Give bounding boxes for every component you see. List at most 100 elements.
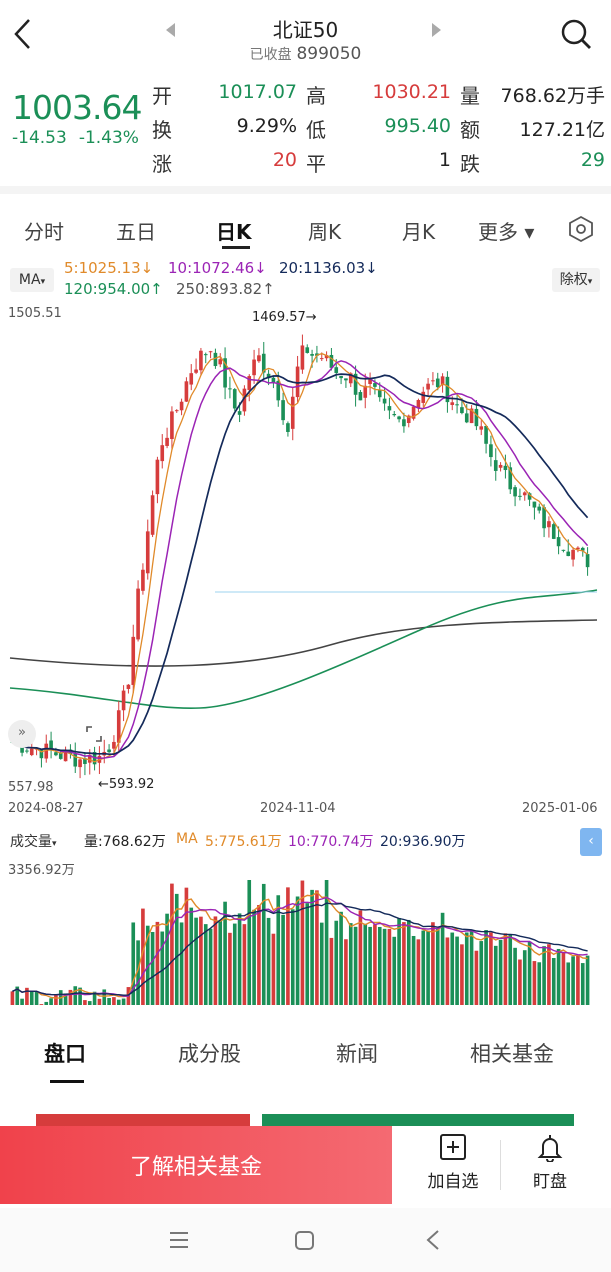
ma-selector[interactable]: MA▾ (10, 268, 54, 292)
related-fund-button[interactable]: 了解相关基金 (0, 1126, 392, 1204)
fullscreen-icon (86, 726, 102, 742)
volume-bar (271, 933, 276, 1005)
volume-bar (232, 923, 237, 1005)
stat-label: 跌 (460, 152, 480, 176)
candle-body (184, 381, 189, 402)
volume-bar (218, 920, 223, 1005)
tab-period[interactable]: 日K (216, 220, 252, 244)
volume-bar (580, 963, 585, 1005)
home-square-icon[interactable] (294, 1230, 316, 1250)
settings-hexagon-icon (569, 215, 593, 243)
next-index-arrow[interactable] (430, 20, 446, 40)
fullscreen-button[interactable] (84, 724, 106, 746)
add-watchlist-button[interactable]: 加自选 (408, 1132, 498, 1192)
ma-line (12, 360, 589, 760)
search-button[interactable] (556, 14, 596, 54)
tab-period[interactable]: 更多 ▾ (478, 220, 535, 244)
volume-chart[interactable] (0, 850, 611, 1010)
ma-selector-label: MA (18, 272, 41, 288)
candle-body (503, 465, 508, 471)
volume-bar (112, 997, 116, 1005)
kline-chart[interactable] (0, 300, 611, 825)
volume-bar (10, 991, 15, 1005)
candle-body (329, 354, 334, 368)
volume-bar (329, 937, 334, 1005)
candle-body (402, 419, 406, 427)
expand-left-button[interactable]: » (8, 720, 36, 748)
candle-body (489, 444, 493, 458)
volume-bar (406, 919, 411, 1005)
volume-bar (542, 946, 546, 1005)
menu-icon[interactable] (168, 1230, 190, 1250)
volume-bar (179, 922, 184, 1005)
back-chevron-icon[interactable] (424, 1229, 442, 1251)
tab-info[interactable]: 新闻 (336, 1042, 378, 1066)
volume-bar (377, 926, 382, 1005)
candle-body (252, 359, 256, 376)
tab-info[interactable]: 成分股 (178, 1042, 241, 1066)
volume-bar (397, 917, 401, 1005)
volume-bar (247, 880, 252, 1005)
volume-bar (83, 1000, 87, 1005)
volume-bar (300, 880, 305, 1005)
tab-period[interactable]: 五日 (116, 220, 156, 244)
page-title: 北证50 (272, 18, 339, 42)
stat-value: 1030.21 (372, 81, 451, 103)
index-code: 899050 (296, 44, 362, 64)
vol-ma10: 10:770.74万 (288, 834, 374, 850)
candle-body (431, 380, 435, 382)
adjust-selector[interactable]: 除权▾ (552, 268, 600, 292)
stat-label: 平 (306, 152, 326, 176)
candle-body (237, 411, 242, 415)
volume-bar (257, 904, 261, 1005)
double-chevron-right-icon: » (18, 725, 26, 740)
volume-bar (503, 933, 508, 1005)
volume-bar (348, 923, 353, 1005)
candle-body (63, 750, 68, 762)
volume-ymax: 3356.92万 (8, 863, 75, 878)
volume-bar (402, 922, 406, 1005)
prev-index-arrow[interactable] (163, 20, 179, 40)
candle-body (39, 749, 44, 759)
back-button[interactable] (6, 14, 40, 54)
candle-body (580, 547, 585, 551)
volume-bar (160, 931, 165, 1005)
volume-bar (29, 991, 34, 1005)
volume-bar (464, 932, 469, 1005)
candle-body (228, 388, 232, 390)
volume-bar (310, 889, 314, 1005)
candle-body (213, 352, 218, 367)
ma120-value: 120:954.00↑ (64, 280, 163, 298)
candle-body (406, 415, 411, 423)
price-change: -14.53 -1.43% (12, 128, 151, 148)
volume-bar (445, 937, 450, 1005)
candle-body (551, 524, 556, 539)
tab-period[interactable]: 月K (402, 220, 436, 244)
volume-bar (20, 998, 24, 1005)
chart-settings-button[interactable] (566, 214, 600, 246)
tab-period[interactable]: 分时 (24, 220, 64, 244)
tab-info[interactable]: 相关基金 (470, 1042, 554, 1066)
tab-period[interactable]: 周K (308, 220, 342, 244)
candle-body (450, 402, 455, 405)
volume-bar (373, 924, 377, 1005)
candle-body (440, 376, 445, 386)
candle-body (358, 392, 363, 401)
volume-bar (63, 993, 68, 1005)
volume-selector[interactable]: 成交量▾ (10, 834, 57, 850)
volume-bar (305, 903, 310, 1005)
candle-body (87, 754, 92, 763)
stat-label: 低 (306, 118, 326, 142)
chevron-left-icon (14, 19, 30, 49)
candle-body (83, 758, 87, 764)
collapse-panel-button[interactable]: ‹ (580, 828, 602, 856)
candle-body (518, 495, 522, 497)
volume-bar (522, 950, 527, 1005)
stat-label: 涨 (152, 152, 172, 176)
candle-body (353, 373, 358, 395)
stat-value: 995.40 (384, 115, 451, 137)
ma20-value: 20:1136.03↓ (279, 259, 378, 277)
alert-button[interactable]: 盯盘 (505, 1132, 595, 1192)
tab-info[interactable]: 盘口 (44, 1042, 86, 1066)
volume-bar (295, 896, 300, 1005)
